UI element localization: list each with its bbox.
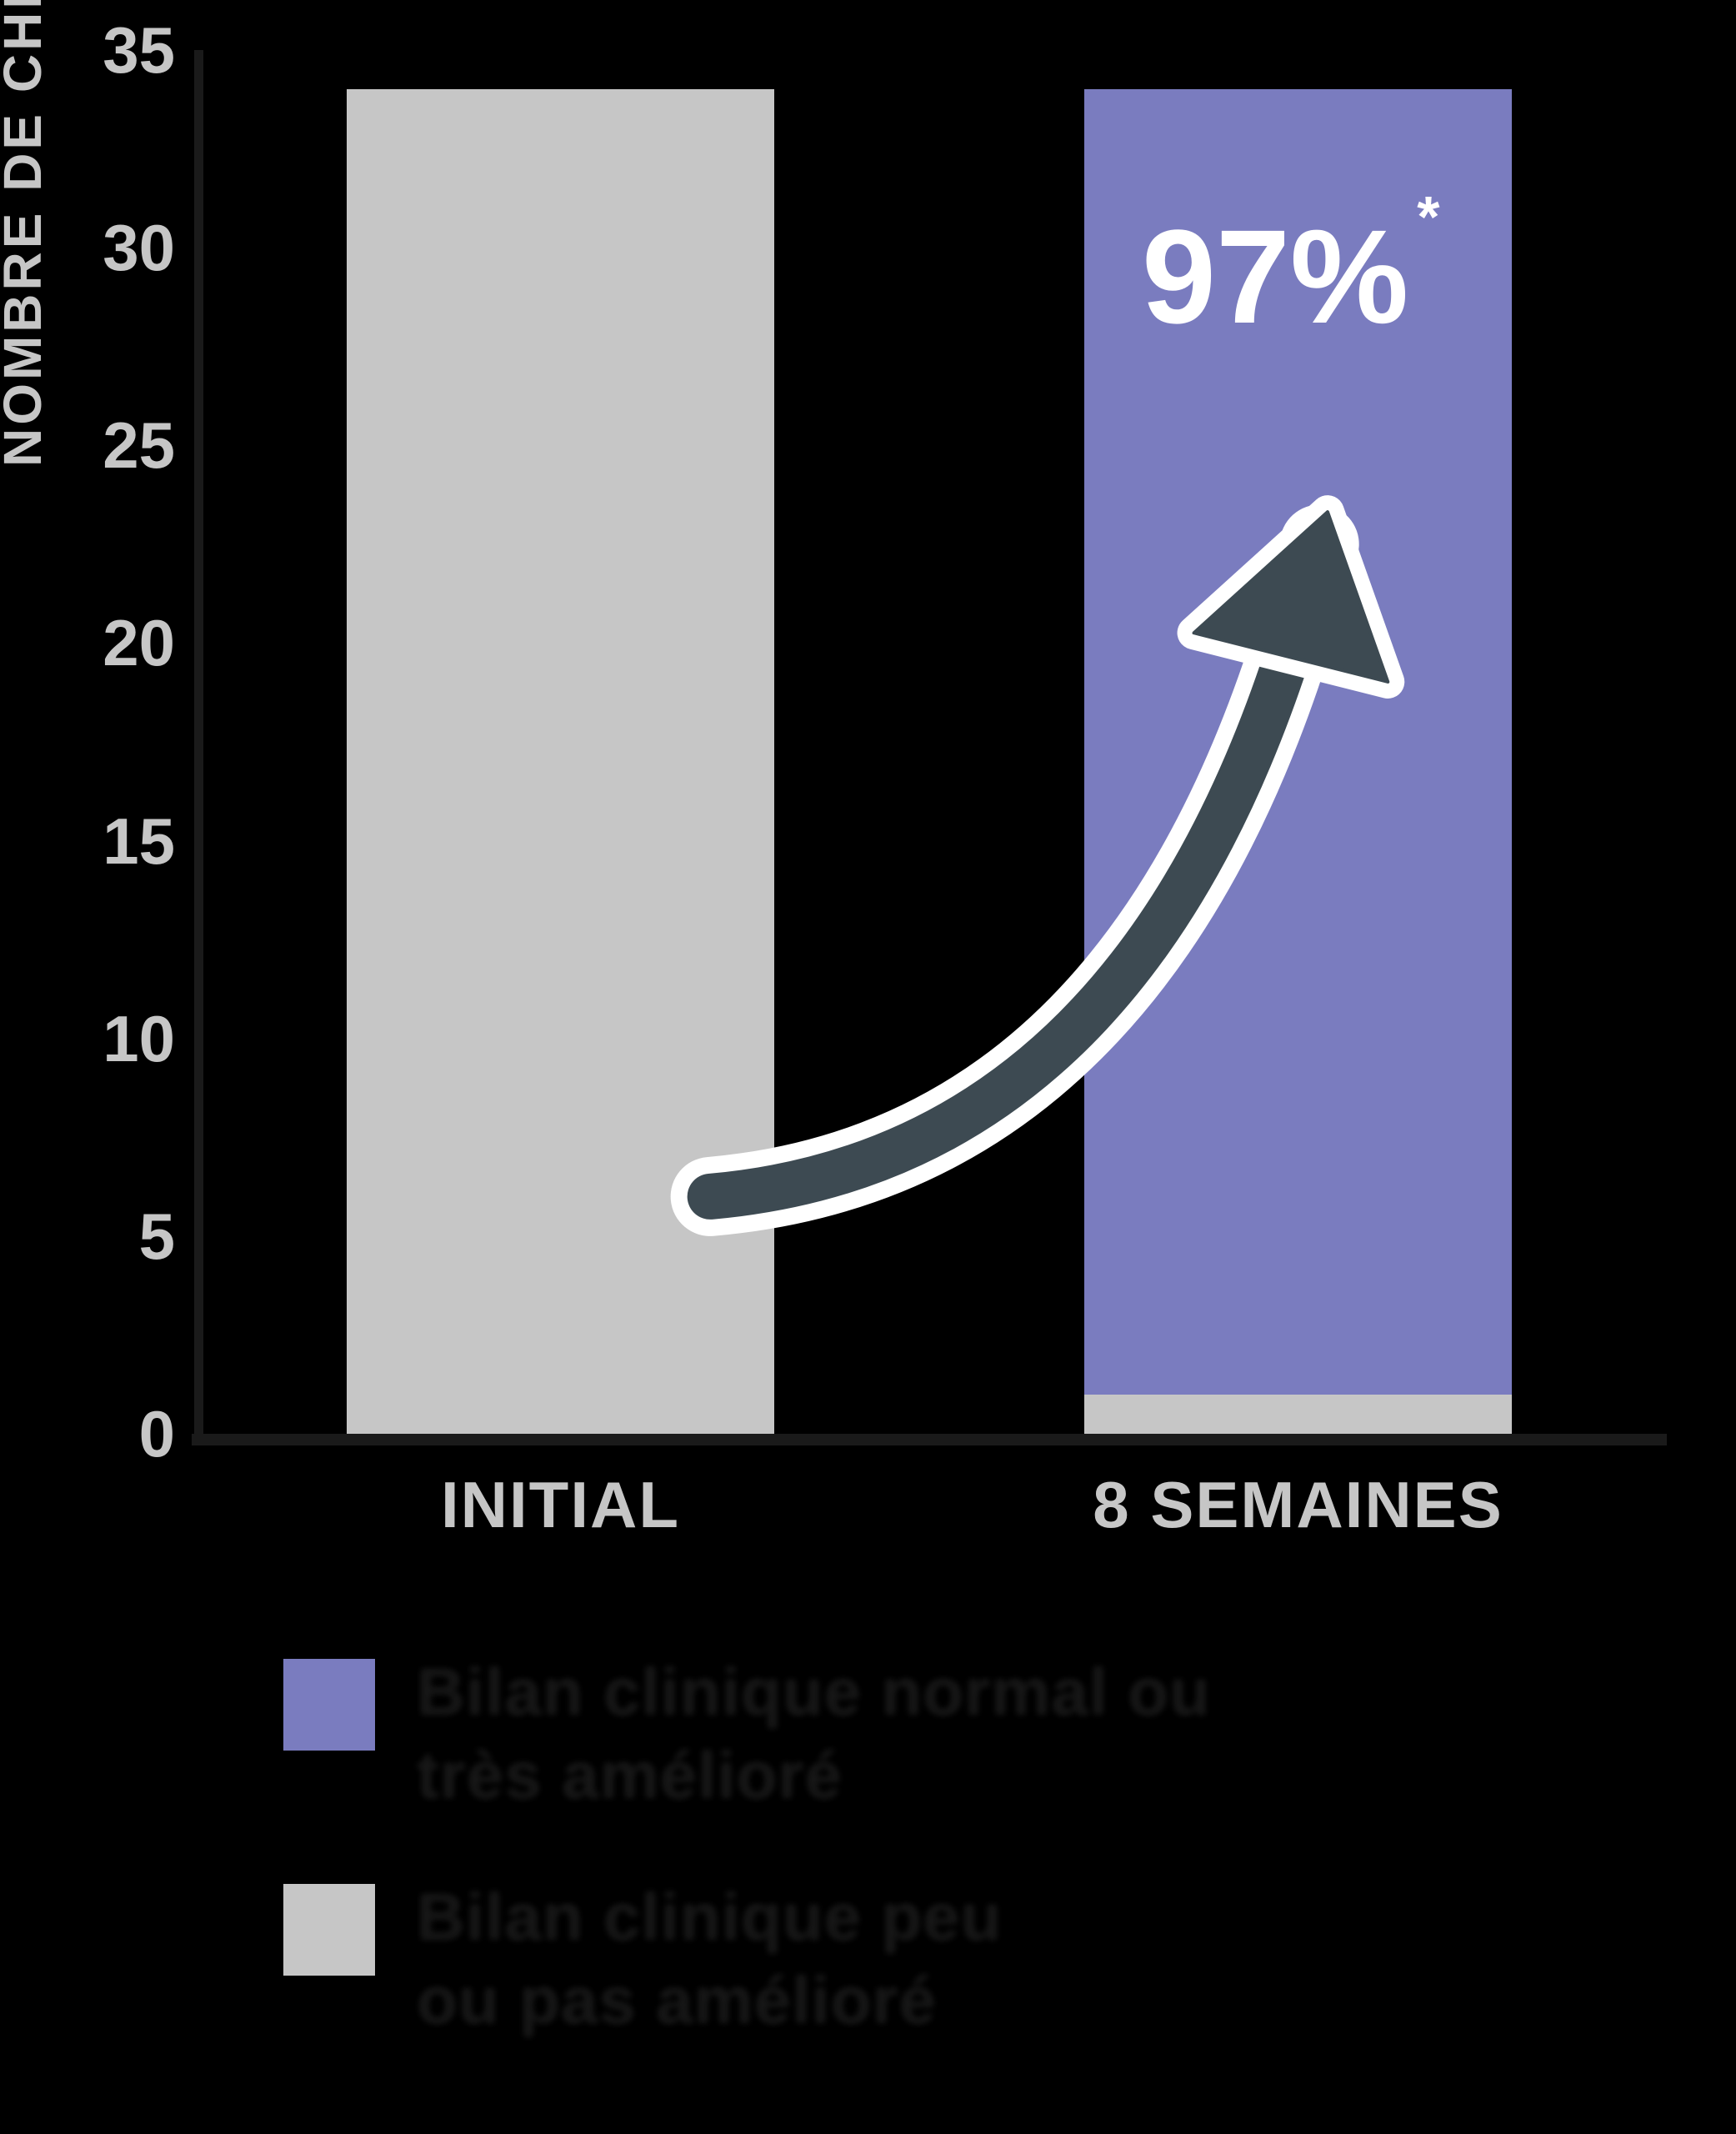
legend-swatch — [283, 1659, 375, 1751]
callout-asterisk: * — [1417, 184, 1439, 249]
trend-arrow — [192, 50, 1667, 1434]
legend-item: Bilan clinique peu ou pas amélioré — [283, 1876, 1617, 2042]
x-category-label: 8 SEMAINES — [1007, 1467, 1590, 1543]
y-tick-label: 35 — [50, 13, 175, 88]
y-tick-label: 5 — [50, 1199, 175, 1275]
callout-value: 97% — [1142, 202, 1408, 351]
x-category-label: INITIAL — [269, 1467, 853, 1543]
callout-percentage: 97%* — [1142, 200, 1431, 353]
legend: Bilan clinique normal ou très amélioré B… — [283, 1651, 1617, 2101]
y-tick-label: 25 — [50, 408, 175, 483]
y-tick-label: 10 — [50, 1001, 175, 1077]
legend-label: Bilan clinique normal ou très amélioré — [417, 1651, 1211, 1817]
y-axis-label: NOMBRE DE CHIENS — [0, 0, 53, 467]
chart-container: NOMBRE DE CHIENS 0 5 10 15 20 25 30 35 INITIAL 8… — [0, 0, 1736, 2134]
y-tick-label: 30 — [50, 210, 175, 286]
x-axis-line — [192, 1434, 1667, 1445]
legend-label: Bilan clinique peu ou pas amélioré — [417, 1876, 1003, 2042]
legend-swatch — [283, 1884, 375, 1976]
y-tick-label: 15 — [50, 804, 175, 879]
y-tick-label: 0 — [50, 1396, 175, 1472]
legend-item: Bilan clinique normal ou très amélioré — [283, 1651, 1617, 1817]
y-tick-label: 20 — [50, 605, 175, 681]
